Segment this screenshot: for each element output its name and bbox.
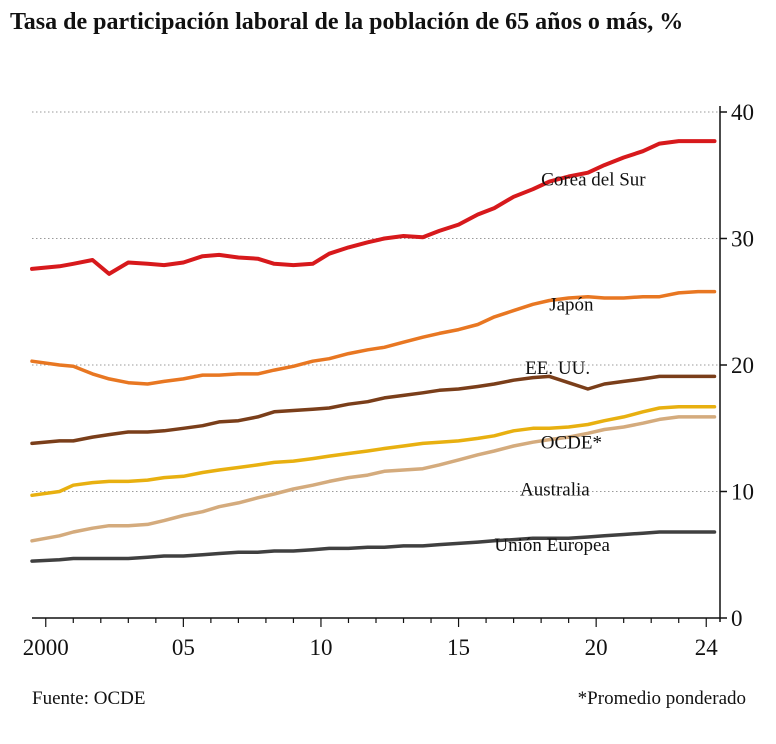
footnote: *Promedio ponderado <box>577 688 746 709</box>
y-tick-label: 20 <box>731 353 754 378</box>
series-line-5 <box>30 530 717 563</box>
y-tick-label: 40 <box>731 100 754 125</box>
y-tick-label: 10 <box>731 480 754 505</box>
series-label: Corea del Sur <box>541 169 646 190</box>
x-tick-label: 24 <box>695 635 719 660</box>
x-tick-label: 05 <box>172 635 195 660</box>
chart-title: Tasa de participación laboral de la pobl… <box>10 9 684 35</box>
series-label: Unión Europea <box>494 535 610 556</box>
y-tick-label: 0 <box>731 606 743 631</box>
series-label: Japón <box>549 295 594 316</box>
y-tick-label: 30 <box>731 227 754 252</box>
series-labels: Corea del Sur Japón EE. UU. OCDE* Australia U… <box>494 169 646 556</box>
x-tick-label: 2000 <box>23 635 69 660</box>
series-line-3 <box>30 404 717 498</box>
series-line-0 <box>30 139 717 276</box>
x-tick-label: 10 <box>309 635 332 660</box>
series-label: Australia <box>520 479 590 500</box>
x-tick-label: 20 <box>585 635 608 660</box>
axes: 0 10 20 30 40 2000 05 10 15 20 24 <box>23 100 754 660</box>
x-tick-label: 15 <box>447 635 470 660</box>
series-line-1 <box>30 289 717 386</box>
source-note: Fuente: OCDE <box>32 688 146 709</box>
series-label: OCDE* <box>541 432 602 453</box>
series-label: EE. UU. <box>525 358 590 379</box>
series-line-2 <box>30 374 717 446</box>
series-lines <box>30 139 717 563</box>
series-line-4 <box>30 415 717 543</box>
